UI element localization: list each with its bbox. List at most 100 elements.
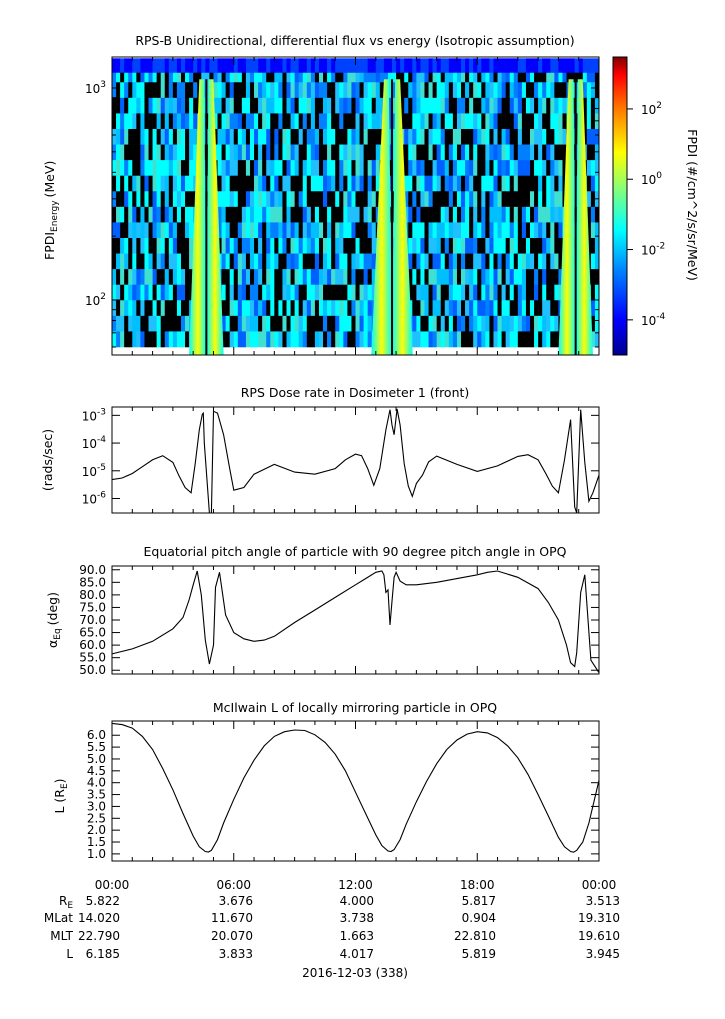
heatmap-cell [542, 284, 547, 301]
heatmap-cell [489, 222, 494, 239]
heatmap-cell [530, 222, 535, 239]
heatmap-cell [262, 237, 267, 254]
heatmap-cell [351, 82, 356, 99]
heatmap-cell [538, 222, 543, 239]
heatmap-cell [225, 113, 230, 130]
heatmap-cell [542, 66, 547, 83]
heatmap-cell [327, 66, 332, 83]
heatmap-cell-top-channel [245, 58, 251, 73]
heatmap-cell [558, 222, 563, 239]
heatmap-cell [440, 284, 446, 301]
heatmap-cell [282, 97, 287, 114]
heatmap-cell [156, 160, 161, 176]
heatmap-cell [160, 284, 166, 301]
heatmap-cell [375, 128, 381, 145]
heatmap-cell [237, 82, 243, 99]
heatmap-cell [359, 144, 364, 161]
heatmap-cell [477, 113, 482, 130]
heatmap-cell [590, 82, 596, 99]
heatmap-cell [229, 269, 235, 285]
heatmap-cell [172, 269, 178, 285]
colorbar-tick-label: 100 [641, 171, 662, 187]
heatmap-cell [262, 222, 267, 239]
heatmap-cell [172, 237, 178, 254]
heatmap-cell [327, 206, 332, 223]
heatmap-cell [128, 269, 133, 285]
heatmap-cell [501, 253, 506, 270]
heatmap-cell [278, 191, 283, 208]
heatmap-cell [424, 315, 429, 332]
heatmap-cell [473, 113, 478, 130]
heatmap-cell [367, 128, 373, 145]
heatmap-cell [513, 66, 519, 83]
heatmap-cell [416, 82, 421, 99]
heatmap-cell [144, 269, 149, 285]
heatmap-cell [217, 82, 222, 99]
heatmap-cell [168, 253, 174, 270]
heatmap-cell [517, 144, 523, 161]
heatmap-cell [363, 113, 368, 130]
heatmap-cell [310, 128, 316, 145]
heatmap-cell [505, 222, 511, 239]
heatmap-cell [318, 315, 324, 332]
heatmap-cell [347, 160, 352, 176]
pitch-x-ticks [111, 566, 600, 674]
heatmap-cell [225, 300, 230, 317]
heatmap-cell [335, 237, 340, 254]
heatmap-cell [513, 144, 519, 161]
heatmap-cell [136, 66, 141, 83]
heatmap-cell [534, 175, 539, 192]
heatmap-cell [172, 315, 178, 332]
heatmap-cell [525, 206, 531, 223]
heatmap-cell-top-channel [189, 58, 194, 73]
heatmap-cell [144, 66, 149, 83]
y-tick-label: 5.0 [87, 752, 106, 766]
heatmap-cell [534, 97, 539, 114]
heatmap-cell [148, 144, 153, 161]
heatmap-cell [513, 113, 519, 130]
heatmap-cell-top-channel [266, 58, 271, 73]
heatmap-cell [493, 300, 498, 317]
heatmap-cell [298, 160, 304, 176]
x-tick-label: 00:00 [582, 878, 617, 892]
heatmap-cell [542, 269, 547, 285]
heatmap-cell [513, 128, 519, 145]
heatmap-cell [286, 97, 291, 114]
heatmap-cell [586, 66, 592, 83]
heatmap-cell [550, 97, 555, 114]
heatmap-cell [448, 97, 454, 114]
heatmap-cell [160, 191, 166, 208]
heatmap-cell [205, 113, 210, 130]
heatmap-cell [444, 97, 450, 114]
heatmap-cell [302, 175, 308, 192]
heatmap-cell [335, 66, 340, 83]
heatmap-cell [245, 206, 251, 223]
heatmap-cell [444, 331, 450, 348]
heatmap-cell [116, 113, 121, 130]
y-tick-label: 1.0 [87, 847, 106, 861]
heatmap-cell [444, 253, 450, 270]
heatmap-cell [258, 300, 263, 317]
heatmap-cell [237, 160, 243, 176]
heatmap-cell [355, 191, 360, 208]
heatmap-cell [351, 191, 356, 208]
heatmap-cell [310, 66, 316, 83]
heatmap-cell [156, 222, 161, 239]
heatmap-cell [558, 175, 563, 192]
heatmap-cell [270, 331, 275, 348]
heatmap-cell [347, 97, 352, 114]
heatmap-cell [185, 160, 190, 176]
heatmap-cell [339, 315, 344, 332]
ephemeris-value: 5.817 [462, 894, 496, 908]
ephemeris-value: 5.822 [86, 894, 120, 908]
heatmap-cell [412, 253, 417, 270]
heatmap-cell [367, 253, 373, 270]
heatmap-cell [241, 331, 247, 348]
heatmap-cell [185, 269, 190, 285]
heatmap-cell [124, 284, 129, 301]
heatmap-cell [456, 144, 462, 161]
heatmap-cell [359, 331, 364, 348]
heatmap-cell [465, 191, 470, 208]
heatmap-cell [534, 144, 539, 161]
heatmap-cell [546, 300, 551, 317]
